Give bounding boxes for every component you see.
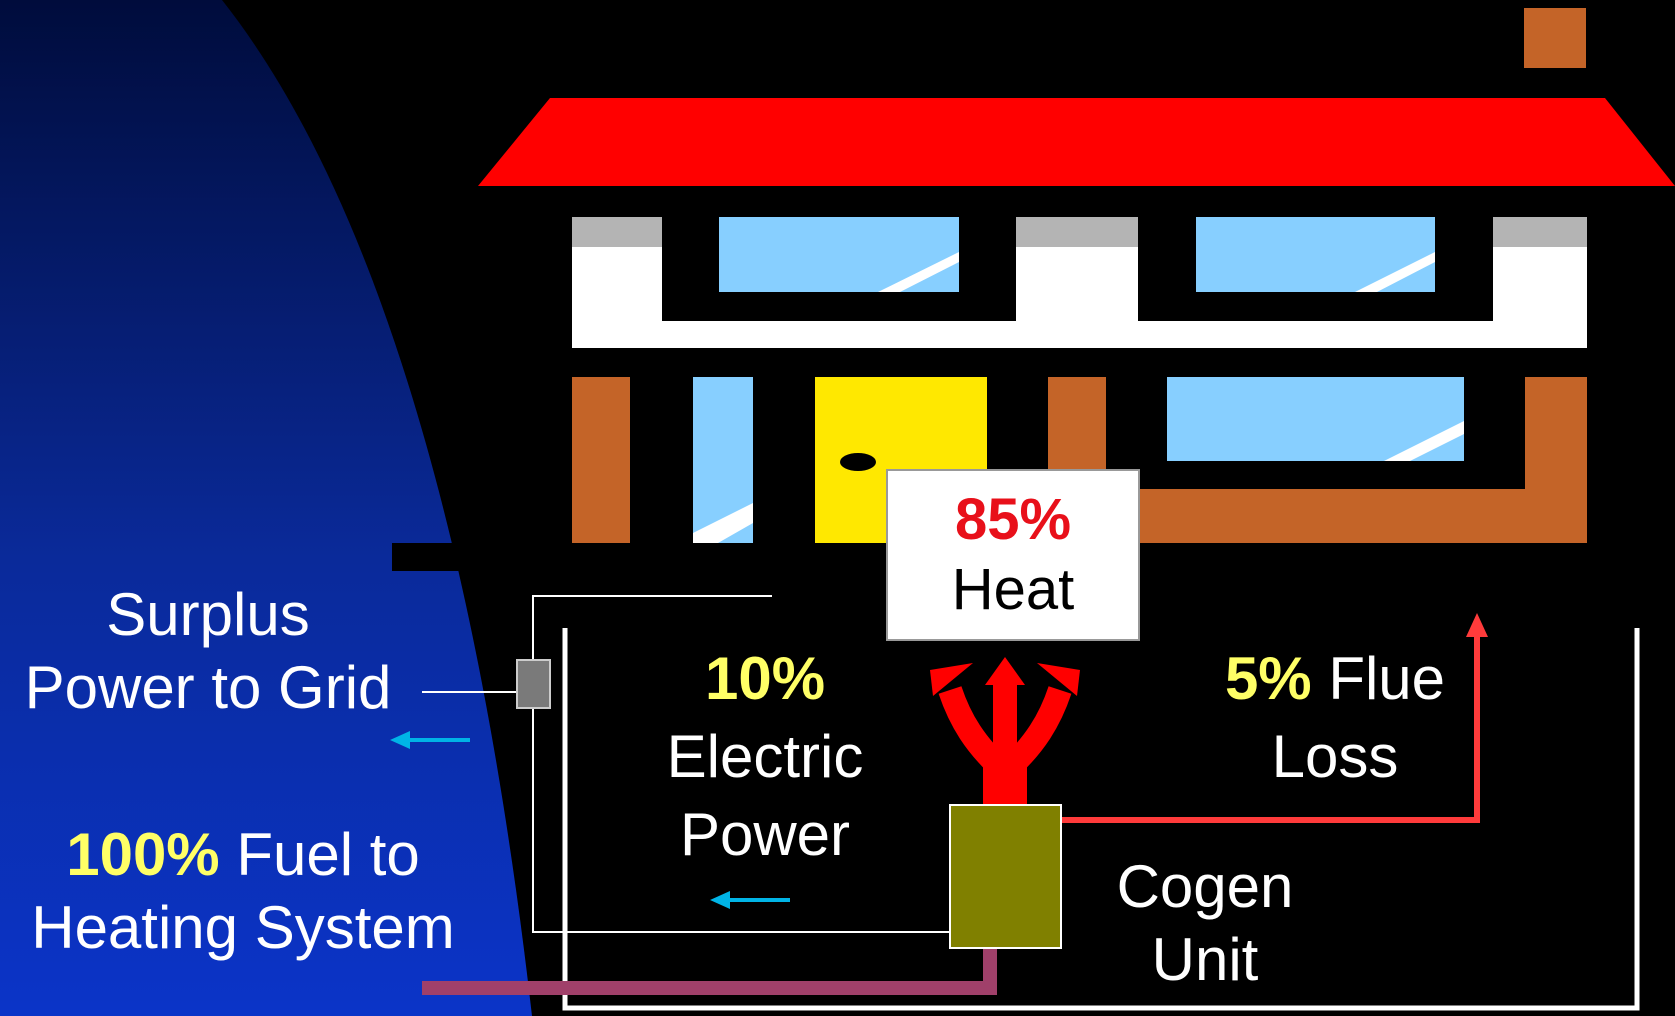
heat-arrows-icon — [930, 657, 1080, 805]
surplus-line2: Power to Grid — [24, 654, 392, 722]
flue-line1: Flue — [1328, 645, 1446, 712]
fuel-percent: 100% — [66, 821, 220, 888]
flue-loss-label: 5% Flue Loss — [1195, 640, 1475, 796]
flue-arrow-head — [1466, 613, 1488, 637]
ledge — [392, 543, 482, 571]
lower-window-small — [693, 377, 753, 543]
flue-pipe — [1062, 637, 1480, 823]
power-wire — [532, 595, 950, 933]
upper-wall-cap-left — [572, 217, 662, 247]
cogen-unit-box — [949, 804, 1062, 949]
heat-percent: 85% — [954, 487, 1072, 553]
cogen-line1: Cogen — [1116, 853, 1294, 920]
brick-pillar-left — [572, 377, 630, 543]
upper-wall-cap-right — [1493, 217, 1587, 247]
lower-window-wide — [1167, 377, 1464, 461]
fuel-line1: Fuel to — [236, 821, 420, 888]
electric-line1: Electric — [666, 723, 864, 790]
flue-line2: Loss — [1271, 723, 1399, 790]
fuel-pipe — [422, 948, 997, 995]
basement-outline — [562, 628, 1640, 1011]
cogen-unit-label: Cogen Unit — [1095, 850, 1315, 996]
electric-meter — [516, 659, 551, 709]
chimney — [1524, 8, 1586, 68]
heat-label-box: 85% Heat — [886, 469, 1140, 641]
roof — [478, 98, 1675, 186]
upper-wall-cap-mid — [1016, 217, 1138, 247]
upper-window-right — [1196, 217, 1435, 292]
flue-percent: 5% — [1224, 645, 1312, 712]
heat-text: Heat — [951, 557, 1075, 622]
door-knob — [840, 453, 876, 471]
fuel-label: 100% Fuel to Heating System — [8, 818, 478, 964]
power-arrow-icon — [710, 891, 790, 909]
blue-backdrop — [0, 0, 532, 1016]
grid-arrow-icon — [390, 731, 470, 749]
electric-power-label: 10% Electric Power — [640, 640, 890, 874]
electric-percent: 10% — [704, 645, 826, 712]
brick-base — [1106, 489, 1587, 543]
upper-window-left — [719, 217, 959, 292]
surplus-line1: Surplus — [106, 581, 310, 648]
surplus-power-label: Surplus Power to Grid — [8, 578, 408, 724]
electric-line2: Power — [679, 801, 851, 868]
cogen-line2: Unit — [1151, 926, 1259, 994]
fuel-line2: Heating System — [31, 894, 455, 962]
